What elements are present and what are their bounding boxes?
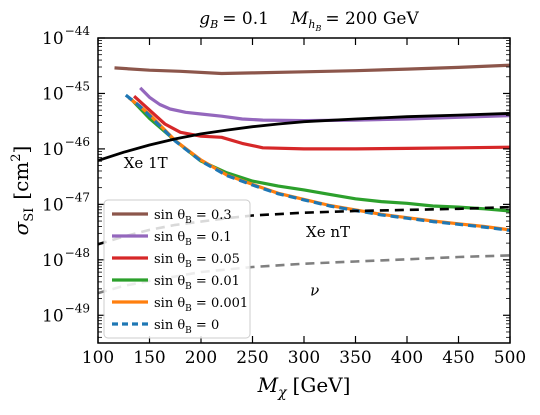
legend-label: sin θB = 0.1 xyxy=(154,230,232,248)
title-m-sub: h xyxy=(308,18,315,31)
chart-title: gB = 0.1 MhB = 200 GeV xyxy=(199,9,419,33)
title-g-sub: B xyxy=(209,18,218,31)
y-tick-label: 10−49 xyxy=(42,301,90,326)
x-tick-label: 500 xyxy=(494,348,526,368)
legend-label: sin θB = 0.05 xyxy=(154,252,240,270)
x-tick-label: 300 xyxy=(288,348,320,368)
x-tick-label: 350 xyxy=(339,348,371,368)
legend: sin θB = 0.3 sin θB = 0.1 sin θB = 0.05 sin… xyxy=(103,199,251,339)
legend-label: sin θB = 0.001 xyxy=(154,296,248,314)
legend-label: sin θB = 0.3 xyxy=(154,208,232,226)
x-tick-label: 200 xyxy=(185,348,217,368)
series-line-2 xyxy=(133,95,511,151)
y-tick-label: 10−45 xyxy=(42,79,90,104)
y-axis-label: σSI [cm2] xyxy=(9,146,37,236)
x-tick-label: 150 xyxy=(133,348,165,368)
series-line-1 xyxy=(139,86,511,123)
annotation-label: ν xyxy=(310,281,319,299)
title-m: M xyxy=(290,9,309,29)
x-tick-label: 400 xyxy=(391,348,423,368)
x-axis-label: Mχ [GeV] xyxy=(257,373,351,401)
series-line-0 xyxy=(114,63,511,76)
ylabel-close: ] xyxy=(9,146,33,154)
ylabel-unit: [cm xyxy=(9,162,33,200)
ylabel-sym: σ xyxy=(9,220,33,235)
xlabel-sub: χ xyxy=(277,385,288,401)
title-m-val: = 200 GeV xyxy=(325,9,419,29)
legend-label: sin θB = 0.01 xyxy=(154,274,240,292)
y-tick-label: 10−44 xyxy=(42,24,90,49)
xlabel-sym: M xyxy=(257,373,279,397)
x-tick-label: 450 xyxy=(442,348,474,368)
ticks-layer: 100 150 200 250 300 350 400 450 500 10−44 10−45 10−… xyxy=(42,24,526,368)
x-tick-label: 100 xyxy=(82,348,114,368)
legend-label: sin θB = 0 xyxy=(154,318,219,336)
annotations: Xe 1T Xe nT ν xyxy=(124,154,350,300)
annotation-label: Xe nT xyxy=(306,223,350,241)
xlabel-unit: [GeV] xyxy=(293,373,351,397)
y-tick-label: 10−46 xyxy=(42,135,90,160)
y-tick-label: 10−47 xyxy=(42,190,90,215)
title-g: g xyxy=(199,9,210,29)
title-m-subsub: B xyxy=(314,24,321,33)
series-line-5 xyxy=(124,93,511,232)
series-layer xyxy=(97,63,511,295)
y-tick-label: 10−48 xyxy=(42,246,90,271)
ylabel-sup: 2 xyxy=(9,153,24,161)
series-line-6 xyxy=(97,112,511,162)
title-g-val: = 0.1 xyxy=(222,9,269,29)
ylabel-sub: SI xyxy=(22,208,37,222)
x-tick-label: 250 xyxy=(236,348,268,368)
annotation-label: Xe 1T xyxy=(124,154,168,172)
series-line-8 xyxy=(97,254,511,295)
